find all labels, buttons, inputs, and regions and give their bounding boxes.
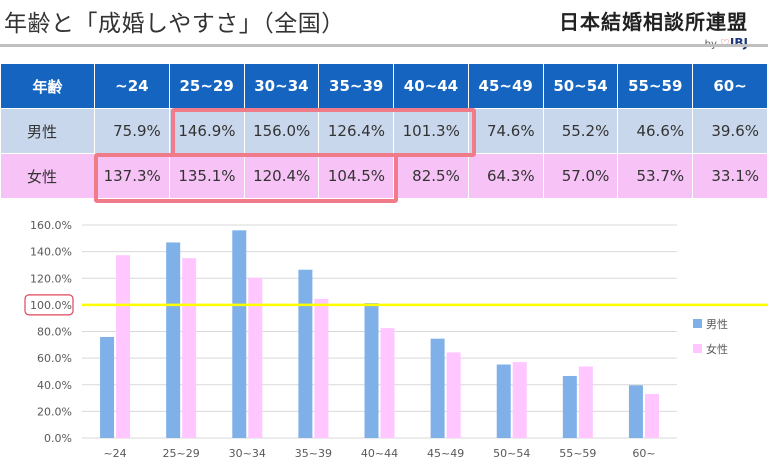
y-tick-label: 40.0% [37, 379, 72, 392]
bar-female [314, 298, 329, 438]
heart-icon: ♡ [720, 37, 730, 50]
bar-female [644, 393, 659, 438]
page-title: 年齢と「成婚しやすさ」（全国） [4, 11, 345, 37]
table-cell: 156.0% [243, 108, 320, 154]
logo-name: 日本結婚相談所連盟 [559, 10, 748, 34]
table-cell: 55.2% [542, 108, 619, 154]
y-tick-label: 80.0% [37, 326, 72, 339]
bar-male [628, 385, 643, 438]
header-age-group: 60~ [692, 63, 768, 109]
bar-female [380, 328, 395, 438]
x-tick-label: 40~44 [361, 447, 398, 460]
header-age-group: 50~54 [542, 63, 619, 109]
x-tick-label: 45~49 [427, 447, 464, 460]
bar-male [298, 269, 313, 438]
bar-male [166, 242, 181, 438]
reference-label-box [24, 294, 74, 316]
bar-female [182, 258, 197, 438]
table-cell: 33.1% [692, 153, 768, 199]
header-age-group: 30~34 [243, 63, 320, 109]
legend-label: 男性 [706, 317, 728, 331]
table-cell: 75.9% [94, 108, 170, 154]
y-tick-label: 120.0% [30, 272, 72, 285]
table-header-row: 年齢 ~24 25~29 30~34 35~39 40~44 45~49 50~… [0, 63, 768, 109]
table-cell: 126.4% [318, 108, 395, 154]
bar-female [512, 362, 527, 438]
y-tick-label: 0.0% [44, 432, 72, 445]
header-age-group: 55~59 [617, 63, 694, 109]
bar-male [430, 338, 445, 438]
y-tick-label: 140.0% [30, 246, 72, 259]
title-divider [0, 44, 768, 47]
bar-female [248, 277, 263, 438]
legend-label: 女性 [706, 342, 728, 356]
legend-swatch [693, 319, 702, 328]
bar-female [446, 352, 461, 438]
table-cell: 146.9% [168, 108, 245, 154]
x-tick-label: 30~34 [229, 447, 266, 460]
row-label: 女性 [0, 153, 95, 199]
logo-byline: by ♡IBJ [559, 36, 748, 50]
x-tick-label: 35~39 [295, 447, 332, 460]
table-cell: 120.4% [243, 153, 320, 199]
header-age-group: 35~39 [318, 63, 395, 109]
bar-male [100, 336, 115, 438]
highlight-box-female [94, 153, 398, 203]
table-cell: 74.6% [467, 108, 544, 154]
table-cell: 39.6% [692, 108, 768, 154]
header-age-group: 25~29 [168, 63, 245, 109]
bar-female [578, 366, 593, 438]
header-age-group: ~24 [94, 63, 170, 109]
x-tick-label: 50~54 [493, 447, 530, 460]
header-label: 年齢 [0, 63, 95, 109]
legend-swatch [693, 344, 702, 353]
table-cell: 82.5% [393, 153, 469, 199]
x-tick-label: 60~ [632, 447, 655, 460]
y-tick-label: 20.0% [37, 405, 72, 418]
bar-male [232, 230, 247, 438]
x-tick-label: ~24 [103, 447, 126, 460]
highlight-box-male [171, 108, 476, 157]
y-tick-label: 100.0% [30, 299, 72, 312]
header-age-group: 40~44 [393, 63, 469, 109]
stats-table: 年齢 ~24 25~29 30~34 35~39 40~44 45~49 50~… [0, 63, 768, 199]
bar-male [364, 303, 379, 438]
table-cell: 46.6% [617, 108, 694, 154]
bar-male [562, 375, 577, 438]
y-tick-label: 160.0% [30, 219, 72, 232]
table-cell: 135.1% [168, 153, 245, 199]
bar-male [496, 364, 511, 438]
table-cell: 64.3% [467, 153, 544, 199]
table-cell: 57.0% [542, 153, 619, 199]
y-tick-label: 60.0% [37, 352, 72, 365]
table-row-male: 男性 75.9% 146.9% 156.0% 126.4% 101.3% 74.… [0, 108, 768, 154]
bar-female [116, 255, 131, 438]
row-label: 男性 [0, 108, 95, 154]
bar-chart: 0.0% 20.0% 40.0% 60.0% 80.0% 100.0% 120.0% 140.… [24, 219, 768, 460]
table-cell: 53.7% [617, 153, 694, 199]
logo-brand: IBJ [729, 36, 748, 50]
x-tick-label: 25~29 [163, 447, 200, 460]
x-tick-label: 55~59 [559, 447, 596, 460]
header-age-group: 45~49 [467, 63, 544, 109]
table-row-female: 女性 137.3% 135.1% 120.4% 104.5% 82.5% 64.… [0, 153, 768, 199]
